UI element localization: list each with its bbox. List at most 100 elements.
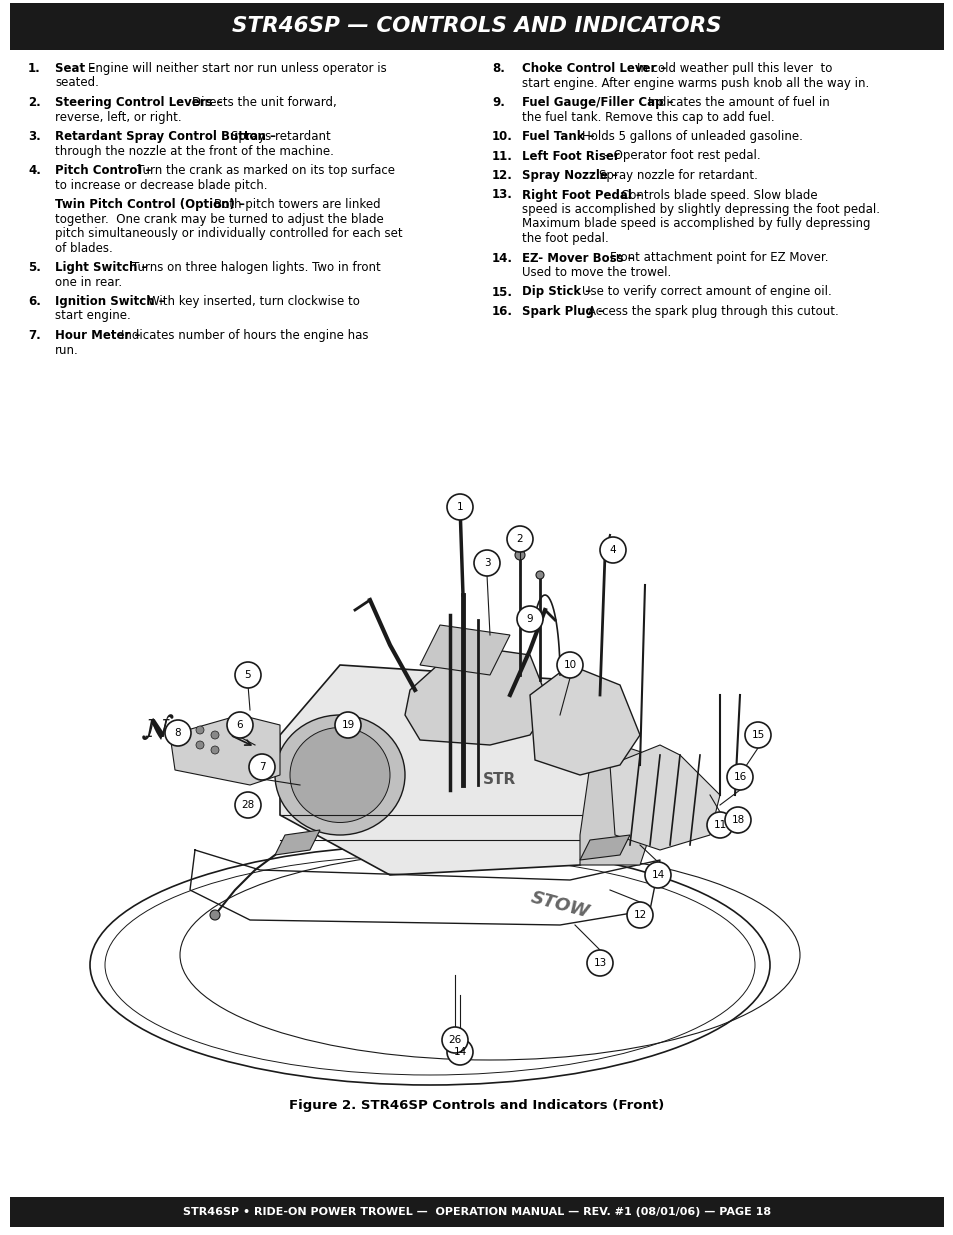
- Bar: [10, 2, 943, 49]
- Text: 15.: 15.: [492, 285, 513, 299]
- Text: 4.: 4.: [28, 164, 41, 177]
- Circle shape: [586, 950, 613, 976]
- Text: Sprays retardant: Sprays retardant: [231, 130, 331, 143]
- Text: 12: 12: [633, 910, 646, 920]
- Circle shape: [506, 526, 533, 552]
- Text: Indicates the amount of fuel in: Indicates the amount of fuel in: [648, 96, 829, 109]
- Text: Choke Control Lever –: Choke Control Lever –: [521, 62, 666, 75]
- Text: Turns on three halogen lights. Two in front: Turns on three halogen lights. Two in fr…: [132, 261, 380, 274]
- Circle shape: [726, 764, 752, 790]
- Text: 19: 19: [341, 720, 355, 730]
- Text: With key inserted, turn clockwise to: With key inserted, turn clockwise to: [149, 295, 360, 308]
- Circle shape: [599, 537, 625, 563]
- Circle shape: [234, 662, 261, 688]
- Circle shape: [706, 811, 732, 839]
- Text: 7.: 7.: [28, 329, 41, 342]
- Text: Both pitch towers are linked: Both pitch towers are linked: [214, 198, 381, 211]
- Polygon shape: [274, 830, 319, 855]
- Circle shape: [515, 550, 524, 559]
- Circle shape: [195, 726, 204, 734]
- Text: 14.: 14.: [492, 252, 513, 264]
- Circle shape: [234, 792, 261, 818]
- Text: Maximum blade speed is accomplished by fully depressing: Maximum blade speed is accomplished by f…: [521, 217, 869, 231]
- Text: 28: 28: [241, 800, 254, 810]
- Text: Indicates number of hours the engine has: Indicates number of hours the engine has: [121, 329, 368, 342]
- Text: Right Foot Pedal –: Right Foot Pedal –: [521, 189, 641, 201]
- Text: Turn the crank as marked on its top surface: Turn the crank as marked on its top surf…: [137, 164, 395, 177]
- Text: 2: 2: [517, 534, 523, 543]
- Text: Twin Pitch Control (Option) –: Twin Pitch Control (Option) –: [55, 198, 245, 211]
- Text: Hour Meter –: Hour Meter –: [55, 329, 140, 342]
- Text: In cold weather pull this lever  to: In cold weather pull this lever to: [637, 62, 832, 75]
- Text: 16.: 16.: [492, 305, 513, 317]
- Text: Seat –: Seat –: [55, 62, 95, 75]
- Bar: [10, 1197, 943, 1228]
- Text: 13.: 13.: [492, 189, 513, 201]
- Polygon shape: [170, 715, 280, 785]
- Text: EZ- Mover Boss –: EZ- Mover Boss –: [521, 252, 633, 264]
- Text: pitch simultaneously or individually controlled for each set: pitch simultaneously or individually con…: [55, 227, 402, 240]
- Circle shape: [724, 806, 750, 832]
- Text: Access the spark plug through this cutout.: Access the spark plug through this cutou…: [587, 305, 838, 317]
- Text: Spray nozzle for retardant.: Spray nozzle for retardant.: [598, 169, 757, 182]
- Text: 16: 16: [733, 772, 746, 782]
- Circle shape: [474, 550, 499, 576]
- Ellipse shape: [290, 727, 390, 823]
- Text: 26: 26: [448, 1035, 461, 1045]
- Text: 1: 1: [456, 501, 463, 513]
- Text: Controls blade speed. Slow blade: Controls blade speed. Slow blade: [620, 189, 817, 201]
- Text: 14: 14: [651, 869, 664, 881]
- Text: speed is accomplished by slightly depressing the foot pedal.: speed is accomplished by slightly depres…: [521, 203, 879, 216]
- Text: 8: 8: [174, 727, 181, 739]
- Polygon shape: [609, 745, 720, 850]
- Text: 3.: 3.: [28, 130, 41, 143]
- Text: 14: 14: [453, 1047, 466, 1057]
- Text: Fuel Gauge/Filler Cap –: Fuel Gauge/Filler Cap –: [521, 96, 673, 109]
- Text: 13: 13: [593, 958, 606, 968]
- Text: Figure 2. STR46SP Controls and Indicators (Front): Figure 2. STR46SP Controls and Indicator…: [289, 1099, 664, 1112]
- Circle shape: [744, 722, 770, 748]
- Polygon shape: [530, 664, 639, 776]
- Circle shape: [195, 741, 204, 748]
- Text: through the nozzle at the front of the machine.: through the nozzle at the front of the m…: [55, 144, 334, 158]
- Text: Pitch Control –: Pitch Control –: [55, 164, 152, 177]
- Text: 7: 7: [258, 762, 265, 772]
- Text: 6: 6: [236, 720, 243, 730]
- Text: to increase or decrease blade pitch.: to increase or decrease blade pitch.: [55, 179, 267, 191]
- Text: one in rear.: one in rear.: [55, 275, 122, 289]
- Circle shape: [335, 713, 360, 739]
- Text: start engine. After engine warms push knob all the way in.: start engine. After engine warms push kn…: [521, 77, 868, 89]
- Text: 9.: 9.: [492, 96, 504, 109]
- Text: 2.: 2.: [28, 96, 41, 109]
- Text: STOW: STOW: [528, 888, 591, 921]
- Polygon shape: [280, 664, 649, 876]
- Circle shape: [644, 862, 670, 888]
- Text: 12.: 12.: [492, 169, 513, 182]
- Circle shape: [517, 606, 542, 632]
- Circle shape: [447, 1039, 473, 1065]
- Text: 11.: 11.: [492, 149, 513, 163]
- Polygon shape: [405, 645, 550, 745]
- Text: 11: 11: [713, 820, 726, 830]
- Text: Light Switch –: Light Switch –: [55, 261, 147, 274]
- Text: STR46SP • RIDE-ON POWER TROWEL —  OPERATION MANUAL — REV. #1 (08/01/06) — PAGE 1: STR46SP • RIDE-ON POWER TROWEL — OPERATI…: [183, 1207, 770, 1216]
- Text: Engine will neither start nor run unless operator is: Engine will neither start nor run unless…: [88, 62, 386, 75]
- Text: 3: 3: [483, 558, 490, 568]
- Text: 6.: 6.: [28, 295, 41, 308]
- Text: $\mathcal{N}$: $\mathcal{N}$: [140, 715, 174, 746]
- Circle shape: [557, 652, 582, 678]
- Text: 8.: 8.: [492, 62, 504, 75]
- Text: of blades.: of blades.: [55, 242, 112, 254]
- Circle shape: [441, 1028, 468, 1053]
- Circle shape: [536, 571, 543, 579]
- Text: N: N: [146, 718, 169, 742]
- Text: Spark Plug –: Spark Plug –: [521, 305, 603, 317]
- Circle shape: [626, 902, 652, 927]
- Text: Fuel Tank –: Fuel Tank –: [521, 130, 594, 143]
- Text: together.  One crank may be turned to adjust the blade: together. One crank may be turned to adj…: [55, 212, 383, 226]
- Polygon shape: [579, 835, 629, 860]
- Text: STR: STR: [483, 773, 517, 788]
- Text: Steering Control Levers –: Steering Control Levers –: [55, 96, 222, 109]
- Text: 10: 10: [563, 659, 576, 671]
- Text: reverse, left, or right.: reverse, left, or right.: [55, 110, 181, 124]
